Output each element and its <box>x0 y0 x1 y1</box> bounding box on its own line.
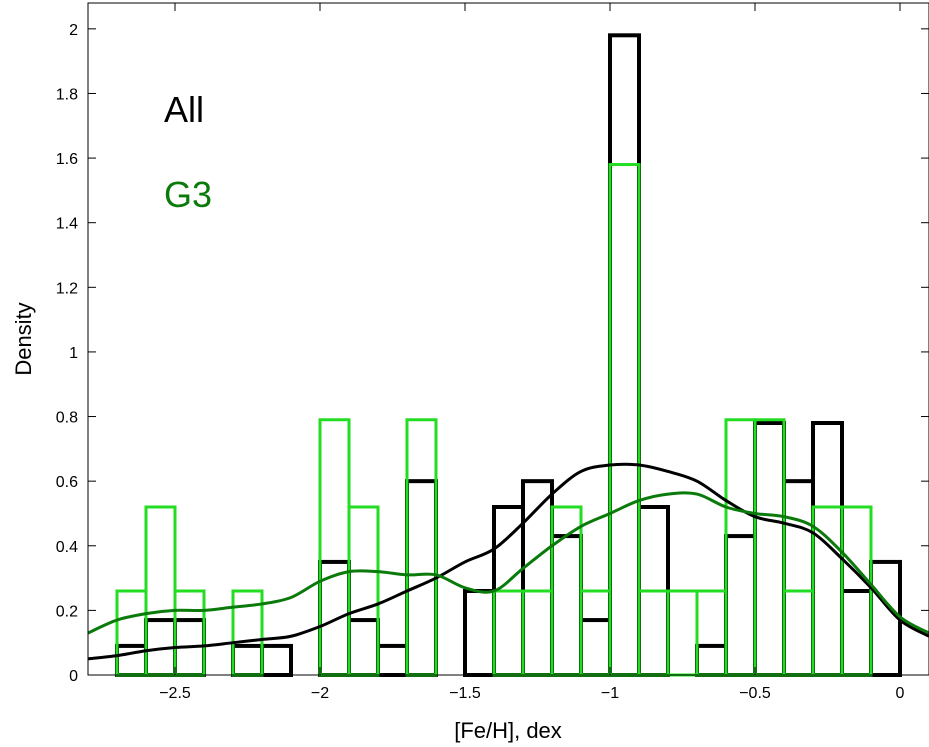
y-tick-label: 2 <box>69 22 78 39</box>
x-tick-label: −1 <box>601 685 619 702</box>
y-tick-label: 1 <box>69 345 78 362</box>
y-tick-label: 1.4 <box>56 216 78 233</box>
x-tick-label: −2 <box>311 685 329 702</box>
y-tick-label: 0.4 <box>56 539 78 556</box>
x-tick-label: −1.5 <box>449 685 481 702</box>
axes <box>87 2 929 676</box>
x-tick-label: 0 <box>896 685 905 702</box>
legend-g3-label: G3 <box>164 174 212 215</box>
y-tick-label: 0 <box>69 668 78 685</box>
y-axis-label: Density <box>11 302 36 375</box>
y-tick-label: 0.6 <box>56 474 78 491</box>
y-tick-label: 1.8 <box>56 86 78 103</box>
plot-frame <box>87 2 929 676</box>
x-tick-label: −0.5 <box>739 685 771 702</box>
all-density-curve <box>87 462 929 661</box>
y-tick-label: 0.2 <box>56 603 78 620</box>
g3-density-curve <box>87 491 929 635</box>
density-curves <box>87 462 929 661</box>
y-ticks: 0 0.2 0.4 0.6 0.8 1 1.2 1.4 1.6 1.8 2 <box>56 22 929 685</box>
x-ticks: −2.5 −2 −1.5 −1 −0.5 0 <box>159 3 905 702</box>
legend-all-label: All <box>164 89 204 130</box>
plot-background <box>88 3 929 675</box>
x-axis-label: [Fe/H], dex <box>454 718 562 743</box>
y-tick-label: 0.8 <box>56 410 78 427</box>
y-tick-label: 1.6 <box>56 151 78 168</box>
y-tick-label: 1.2 <box>56 280 78 297</box>
x-tick-label: −2.5 <box>159 685 191 702</box>
